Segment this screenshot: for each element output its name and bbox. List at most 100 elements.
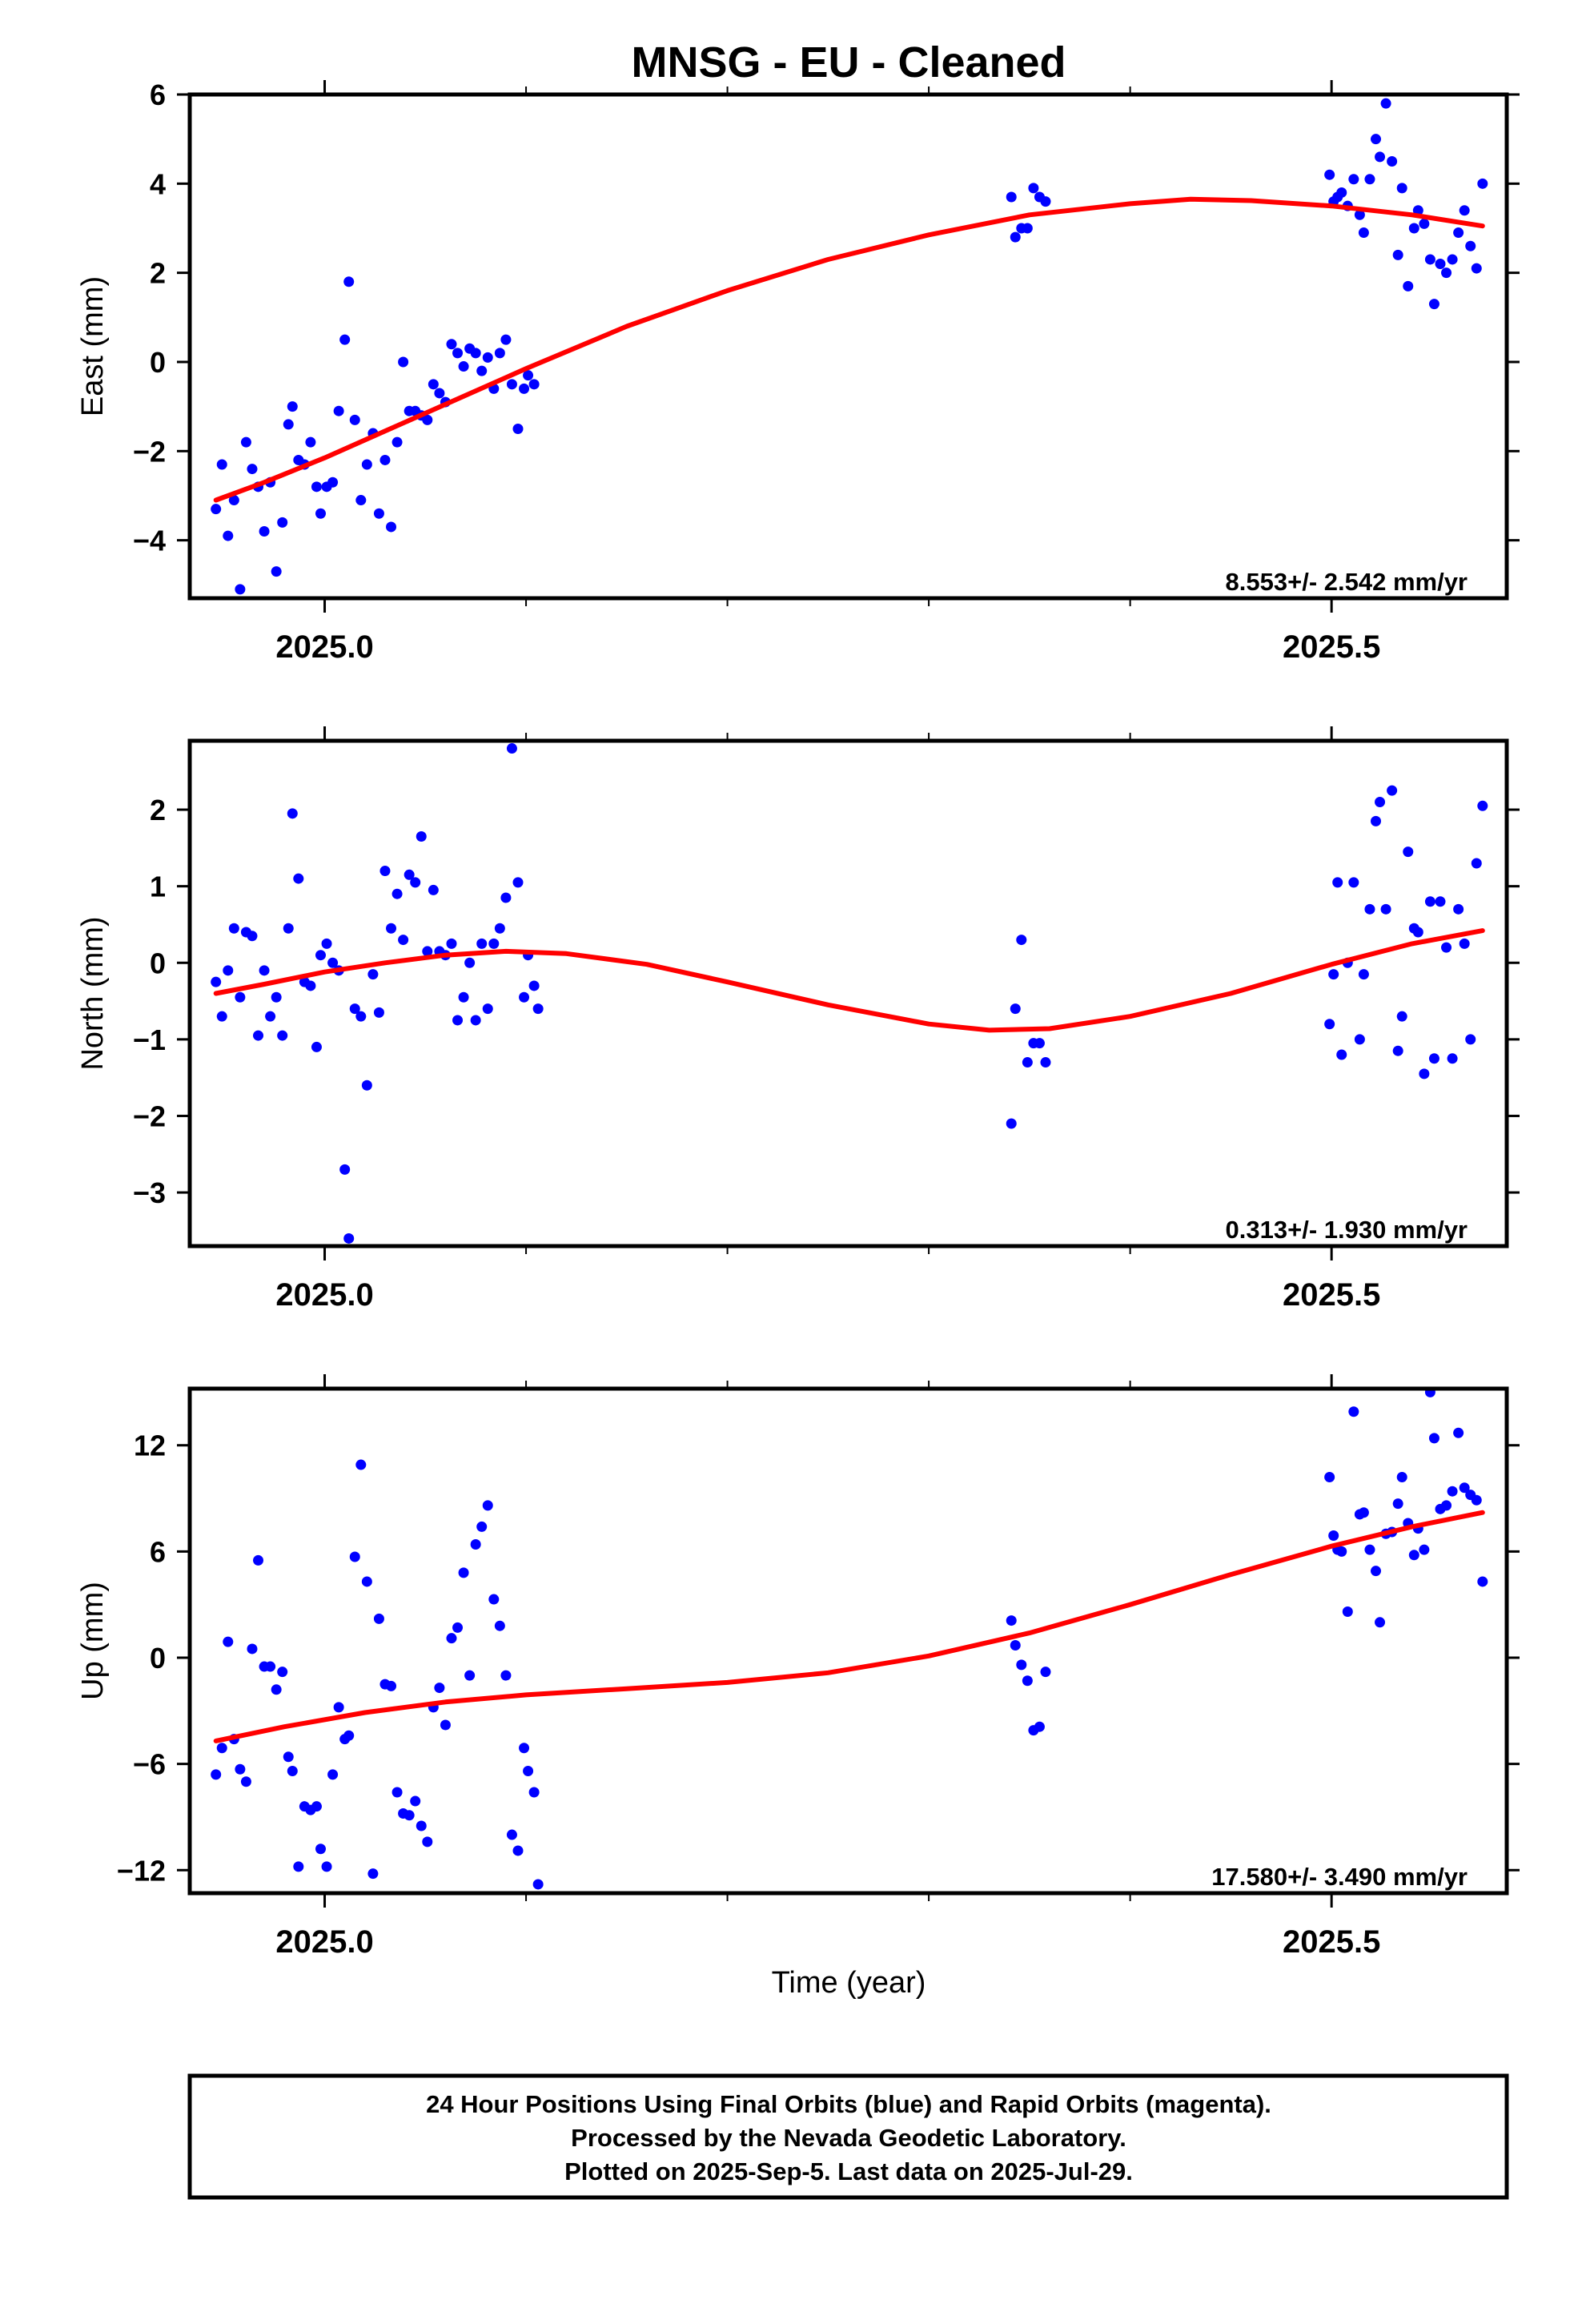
- east-point-48: [494, 348, 505, 359]
- east-point-45: [476, 365, 488, 376]
- east-point-36: [422, 414, 433, 425]
- up-ytick-label-1: −6: [133, 1748, 166, 1781]
- north-point-55: [532, 1003, 544, 1015]
- up-point-38: [434, 1683, 445, 1694]
- east-point-61: [1040, 196, 1051, 207]
- up-point-53: [523, 1765, 534, 1776]
- footer-line-3: Plotted on 2025-Sep-5. Last data on 2025…: [564, 2157, 1133, 2185]
- east-point-10: [271, 566, 282, 577]
- up-point-82: [1424, 1389, 1435, 1397]
- north-ytick-label-5: 2: [150, 794, 166, 826]
- up-point-64: [1328, 1530, 1339, 1541]
- up-point-21: [333, 1702, 344, 1713]
- up-point-1: [216, 1743, 227, 1754]
- east-point-21: [333, 405, 344, 416]
- east-point-2: [223, 530, 234, 541]
- north-point-70: [1358, 969, 1369, 980]
- north-xtick-label-1: 2025.5: [1283, 1277, 1380, 1313]
- up-xtick-label-1: 2025.5: [1283, 1924, 1380, 1960]
- up-point-46: [482, 1500, 493, 1511]
- north-point-62: [1040, 1057, 1051, 1068]
- north-ytick-label-0: −3: [133, 1176, 166, 1209]
- north-rate-annotation: 0.313+/- 1.930 mm/yr: [1226, 1216, 1468, 1244]
- up-point-24: [349, 1551, 360, 1562]
- north-point-1: [216, 1011, 227, 1022]
- up-point-19: [321, 1861, 332, 1872]
- east-point-1: [216, 459, 227, 470]
- up-point-49: [500, 1670, 512, 1681]
- north-point-78: [1403, 846, 1414, 858]
- north-point-51: [512, 877, 524, 888]
- east-point-87: [1459, 205, 1470, 216]
- east-point-0: [211, 504, 222, 515]
- up-point-55: [532, 1879, 544, 1890]
- north-point-22: [339, 1164, 351, 1175]
- east-panel: 2025.0 2025.5 −4 −2 0 2 4 6 East (mm) 8.553+/- 2.…: [76, 78, 1520, 665]
- up-point-23: [343, 1730, 355, 1741]
- north-point-82: [1424, 896, 1435, 907]
- north-y-axis-label: North (mm): [76, 916, 110, 1070]
- up-point-76: [1392, 1498, 1403, 1510]
- up-point-43: [464, 1670, 476, 1681]
- north-point-7: [253, 1030, 264, 1041]
- east-point-53: [523, 370, 534, 381]
- north-point-3: [228, 923, 239, 934]
- up-point-68: [1348, 1406, 1359, 1417]
- north-point-42: [458, 991, 469, 1003]
- up-point-54: [528, 1787, 540, 1798]
- up-point-5: [240, 1776, 251, 1787]
- east-point-82: [1428, 299, 1439, 310]
- east-point-86: [1453, 227, 1464, 239]
- east-point-8: [259, 526, 270, 537]
- north-point-52: [519, 991, 530, 1003]
- up-point-25: [355, 1459, 367, 1470]
- up-point-77: [1396, 1472, 1407, 1483]
- up-point-0: [211, 1769, 222, 1780]
- north-point-35: [416, 831, 427, 842]
- up-point-34: [410, 1795, 421, 1807]
- east-point-75: [1392, 249, 1403, 260]
- up-point-47: [488, 1594, 500, 1605]
- up-ytick-label-4: 12: [134, 1429, 166, 1462]
- east-point-29: [379, 454, 391, 465]
- east-model-curve: [213, 196, 1485, 503]
- north-point-73: [1375, 796, 1386, 807]
- up-y-axis-label: Up (mm): [76, 1582, 110, 1700]
- north-point-17: [311, 1041, 322, 1052]
- up-point-40: [446, 1633, 457, 1644]
- east-point-3: [228, 495, 239, 506]
- north-point-64: [1328, 969, 1339, 980]
- east-point-65: [1336, 187, 1347, 198]
- north-point-88: [1459, 938, 1470, 949]
- up-rate-annotation: 17.580+/- 3.490 mm/yr: [1211, 1863, 1468, 1891]
- east-point-51: [512, 423, 524, 434]
- north-point-40: [446, 938, 457, 949]
- east-point-5: [240, 436, 251, 448]
- east-point-41: [452, 348, 464, 359]
- east-point-32: [398, 356, 409, 368]
- north-point-4: [235, 991, 246, 1003]
- north-point-45: [476, 938, 488, 949]
- east-y-axis-label: East (mm): [76, 276, 110, 416]
- up-point-58: [1016, 1659, 1027, 1671]
- north-point-85: [1441, 942, 1452, 953]
- north-point-19: [321, 938, 332, 949]
- up-panel: 2025.0 2025.5 −12 −6 0 6 12 Up (mm) 17.580+/- 3.…: [76, 1374, 1520, 1960]
- up-point-67: [1342, 1606, 1353, 1618]
- east-point-44: [470, 348, 481, 359]
- east-point-83: [1435, 259, 1446, 270]
- north-point-2: [223, 965, 234, 976]
- footer-line-2: Processed by the Nevada Geodetic Laborat…: [571, 2124, 1126, 2152]
- east-point-84: [1441, 267, 1452, 279]
- east-point-31: [391, 436, 403, 448]
- up-point-28: [373, 1613, 384, 1624]
- up-point-35: [416, 1820, 427, 1831]
- north-ytick-label-1: −2: [133, 1100, 166, 1132]
- footer-box: 24 Hour Positions Using Final Orbits (bl…: [187, 2073, 1509, 2200]
- north-point-28: [373, 1007, 384, 1018]
- north-point-80: [1412, 927, 1423, 938]
- north-point-76: [1392, 1045, 1403, 1056]
- up-point-13: [287, 1765, 298, 1776]
- north-point-25: [355, 1011, 367, 1022]
